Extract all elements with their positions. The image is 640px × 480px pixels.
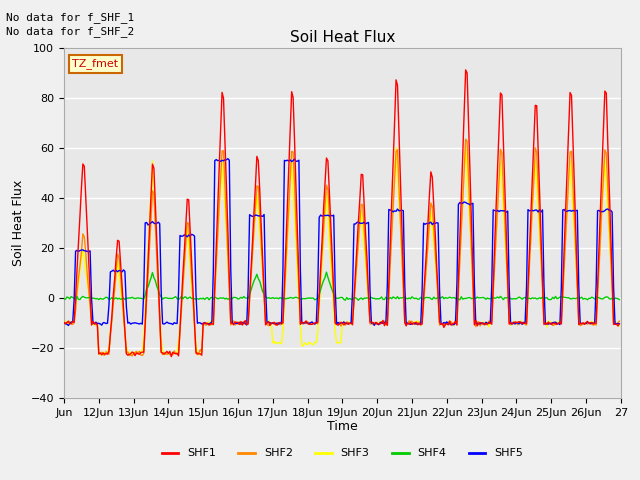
SHF1: [79, 161, 86, 167]
SHF5: [614, 321, 621, 326]
SHF2: [614, 321, 621, 326]
Text: No data for f_SHF_2: No data for f_SHF_2: [6, 26, 134, 37]
SHF4: [355, 297, 362, 303]
SHF3: [79, 247, 86, 253]
Y-axis label: Soil Heat Flux: Soil Heat Flux: [12, 180, 25, 266]
SHF5: [349, 288, 356, 294]
Line: SHF5: SHF5: [64, 159, 620, 325]
Line: SHF2: SHF2: [64, 139, 620, 356]
SHF1: [458, 194, 465, 200]
Legend: SHF1, SHF2, SHF3, SHF4, SHF5: SHF1, SHF2, SHF3, SHF4, SHF5: [157, 444, 527, 463]
SHF4: [323, 269, 330, 275]
X-axis label: Time: Time: [327, 420, 358, 432]
SHF5: [224, 156, 232, 162]
SHF2: [616, 318, 623, 324]
SHF4: [616, 297, 623, 302]
SHF1: [541, 320, 549, 326]
SHF4: [60, 296, 68, 301]
SHF5: [616, 321, 623, 326]
SHF1: [168, 354, 175, 360]
SHF4: [97, 296, 104, 301]
SHF2: [128, 353, 136, 359]
SHF2: [458, 228, 465, 234]
SHF3: [97, 352, 104, 358]
SHF1: [462, 67, 470, 73]
SHF1: [616, 321, 623, 327]
SHF1: [348, 320, 355, 326]
SHF4: [614, 296, 621, 301]
SHF1: [614, 323, 621, 329]
SHF5: [459, 200, 467, 206]
SHF2: [60, 322, 68, 327]
Line: SHF1: SHF1: [64, 70, 620, 357]
SHF3: [458, 225, 465, 230]
SHF4: [348, 296, 355, 302]
SHF2: [348, 320, 355, 325]
SHF4: [541, 295, 549, 301]
SHF5: [541, 321, 549, 327]
SHF5: [98, 322, 106, 328]
SHF3: [195, 352, 203, 358]
SHF5: [65, 323, 72, 328]
SHF1: [60, 320, 68, 325]
SHF3: [616, 323, 623, 329]
SHF2: [79, 231, 86, 237]
SHF2: [541, 320, 549, 326]
SHF3: [614, 322, 621, 327]
Line: SHF4: SHF4: [64, 272, 620, 300]
SHF3: [462, 144, 470, 150]
SHF2: [462, 136, 470, 142]
SHF3: [348, 321, 355, 327]
Text: TZ_fmet: TZ_fmet: [72, 59, 118, 70]
SHF3: [541, 319, 549, 325]
SHF4: [459, 296, 467, 302]
Text: No data for f_SHF_1: No data for f_SHF_1: [6, 12, 134, 23]
SHF1: [97, 350, 104, 356]
SHF5: [81, 248, 88, 254]
Title: Soil Heat Flux: Soil Heat Flux: [290, 30, 395, 46]
SHF5: [60, 320, 68, 326]
SHF3: [60, 321, 68, 327]
Line: SHF3: SHF3: [64, 147, 620, 355]
SHF2: [97, 350, 104, 356]
SHF4: [79, 294, 86, 300]
